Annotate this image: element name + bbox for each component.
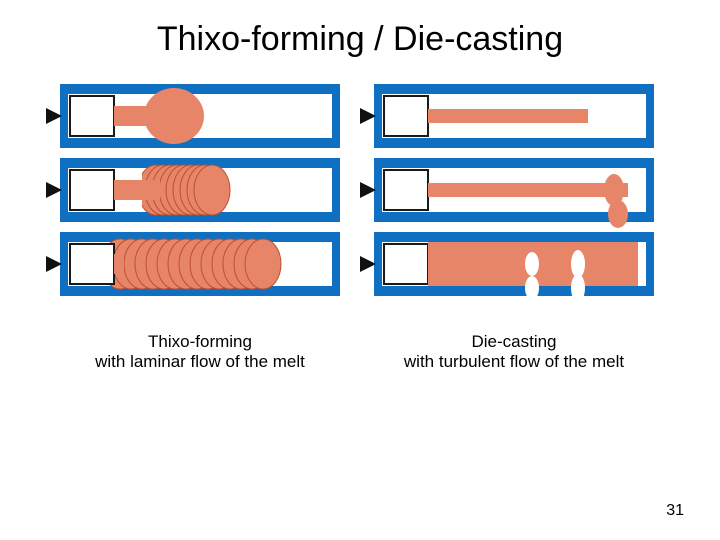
- right-caption-line2: with turbulent flow of the melt: [404, 352, 624, 372]
- die-casting-panel: [374, 84, 654, 304]
- left-panel-wrap: Thixo-forming with laminar flow of the m…: [60, 84, 340, 372]
- slide: Thixo-forming / Die-casting Thixo-formin…: [0, 0, 720, 540]
- right-caption-line1: Die-casting: [404, 332, 624, 352]
- left-caption-line2: with laminar flow of the melt: [95, 352, 305, 372]
- right-caption: Die-casting with turbulent flow of the m…: [404, 332, 624, 372]
- slide-title: Thixo-forming / Die-casting: [0, 20, 720, 59]
- page-number: 31: [666, 502, 684, 520]
- left-caption-line1: Thixo-forming: [95, 332, 305, 352]
- left-caption: Thixo-forming with laminar flow of the m…: [95, 332, 305, 372]
- thixo-forming-svg: [60, 84, 340, 304]
- right-panel-wrap: Die-casting with turbulent flow of the m…: [374, 84, 654, 372]
- die-casting-svg: [374, 84, 654, 304]
- thixo-forming-panel: [60, 84, 340, 304]
- panels-container: Thixo-forming with laminar flow of the m…: [60, 84, 654, 372]
